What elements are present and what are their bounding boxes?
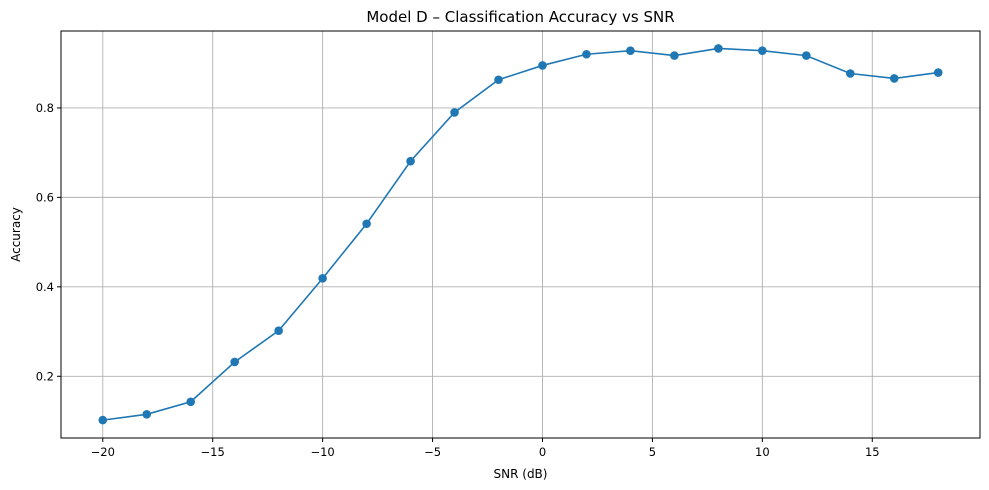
data-point xyxy=(186,397,196,407)
accuracy-series-markers xyxy=(98,44,943,425)
data-point xyxy=(582,49,591,59)
y-tick-label: 0.8 xyxy=(36,101,54,115)
data-point xyxy=(142,409,152,419)
y-tick-label: 0.2 xyxy=(36,369,54,383)
y-axis-ticks: 0.2 0.4 0.6 0.8 xyxy=(36,101,61,383)
x-tick-label: −20 xyxy=(91,445,115,459)
grid-lines xyxy=(61,31,980,438)
data-point xyxy=(845,69,855,78)
data-point xyxy=(802,51,811,60)
data-point xyxy=(714,44,723,53)
y-tick-label: 0.6 xyxy=(36,190,54,204)
plot-area-frame xyxy=(60,30,981,439)
x-tick-label: 10 xyxy=(755,445,770,459)
x-axis-label: SNR (dB) xyxy=(494,467,548,481)
data-point xyxy=(362,219,371,229)
accuracy-series-line xyxy=(102,47,939,421)
y-tick-label: 0.4 xyxy=(36,280,54,294)
x-axis-ticks: −20 −15 −10 −5 0 5 10 15 xyxy=(91,438,880,459)
x-tick-label: −10 xyxy=(310,445,334,459)
data-point xyxy=(758,46,767,55)
x-tick-label: 5 xyxy=(649,445,656,459)
data-point xyxy=(889,74,899,83)
x-tick-label: −15 xyxy=(201,445,225,459)
data-point xyxy=(494,75,503,85)
y-axis-label: Accuracy xyxy=(9,207,23,262)
data-point xyxy=(406,156,415,166)
data-point xyxy=(274,326,283,335)
data-point xyxy=(318,274,327,283)
chart-title: Model D – Classification Accuracy vs SNR xyxy=(366,8,674,26)
x-tick-label: −5 xyxy=(424,445,441,459)
data-point xyxy=(626,46,635,55)
x-tick-label: 0 xyxy=(539,445,546,459)
x-tick-label: 15 xyxy=(865,445,880,459)
data-point xyxy=(670,51,679,60)
data-point xyxy=(933,68,943,77)
data-point xyxy=(230,357,239,367)
data-point xyxy=(538,61,547,70)
data-point xyxy=(98,415,108,425)
data-point xyxy=(450,108,459,117)
